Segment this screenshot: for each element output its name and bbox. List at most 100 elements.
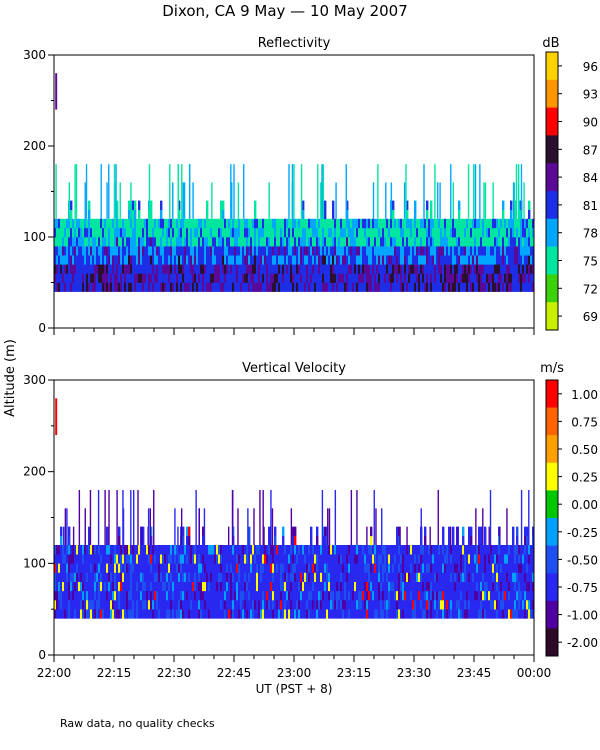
echo-cell	[530, 282, 533, 292]
echo-cell	[380, 227, 383, 238]
echo-cell	[484, 581, 487, 592]
echo-cell	[530, 581, 533, 592]
echo-cell	[170, 600, 173, 610]
echo-cell	[70, 581, 73, 592]
echo-cell	[104, 227, 107, 238]
echo-cell	[478, 554, 481, 564]
echo-cell	[120, 227, 123, 238]
echo-cell	[128, 590, 131, 601]
echo-cell	[66, 600, 69, 610]
echo-cell	[230, 563, 233, 573]
echo-cell	[468, 282, 471, 292]
echo-cell	[70, 545, 73, 555]
echo-cell	[530, 273, 533, 283]
echo-cell	[434, 218, 437, 229]
echo-cell	[366, 246, 369, 256]
echo-cell	[226, 600, 229, 610]
echo-cell	[308, 545, 311, 555]
echo-cell	[170, 563, 173, 573]
echo-cell	[96, 246, 99, 256]
echo-cell	[492, 282, 495, 292]
echo-cell	[346, 600, 349, 610]
echo-cell	[520, 227, 523, 238]
echo-cell	[130, 218, 133, 229]
echo-cell	[348, 581, 351, 592]
echo-cell	[506, 246, 509, 256]
echo-cell	[352, 282, 355, 292]
echo-cell	[498, 590, 501, 601]
echo-cell	[458, 554, 461, 564]
echo-cell	[344, 273, 347, 283]
echo-cell	[226, 282, 229, 292]
echo-cell	[152, 237, 155, 247]
echo-cell	[266, 609, 269, 619]
echo-cell	[476, 237, 479, 247]
echo-cell	[262, 264, 265, 274]
echo-cell	[132, 572, 135, 582]
echo-cell	[184, 609, 187, 619]
echo-cell	[488, 246, 491, 256]
echo-cell	[360, 237, 363, 247]
echo-cell	[392, 563, 395, 573]
echo-cell	[264, 237, 267, 247]
echo-cell	[276, 609, 279, 619]
echo-cell	[150, 237, 153, 247]
echo-cell	[142, 535, 145, 546]
echo-cell	[356, 237, 359, 247]
echo-cell	[140, 246, 143, 256]
echo-cell	[326, 246, 329, 256]
echo-cell	[260, 572, 263, 582]
echo-cell	[316, 554, 319, 564]
echo-cell	[346, 545, 349, 555]
echo-cell	[276, 545, 279, 555]
echo-cell	[218, 246, 221, 256]
x-tick-label: 22:15	[97, 666, 132, 680]
echo-cell	[358, 554, 361, 564]
echo-cell	[434, 246, 437, 256]
echo-cell	[274, 535, 277, 546]
echo-cell	[520, 218, 523, 229]
echo-cell	[192, 273, 195, 283]
echo-cell	[232, 255, 235, 265]
echo-cell	[448, 545, 451, 555]
echo-cell	[72, 218, 75, 229]
echo-cell	[448, 526, 451, 537]
echo-cell	[408, 600, 411, 610]
echo-cell	[446, 554, 449, 564]
echo-cell	[64, 237, 67, 247]
echo-cell	[322, 264, 325, 274]
echo-cell	[286, 255, 289, 265]
echo-cell	[296, 237, 299, 247]
echo-cell	[252, 237, 255, 247]
echo-cell	[166, 273, 169, 283]
echo-cell	[154, 273, 157, 283]
echo-cell	[410, 545, 413, 555]
echo-cell	[56, 246, 59, 256]
echo-cell	[78, 282, 81, 292]
echo-cell	[194, 237, 197, 247]
echo-cell	[306, 218, 309, 229]
echo-cell	[478, 273, 481, 283]
echo-cell	[128, 545, 131, 555]
echo-cell	[364, 273, 367, 283]
echo-cell	[342, 237, 345, 247]
echo-cell	[366, 218, 369, 229]
echo-cell	[378, 255, 381, 265]
echo-cell	[482, 590, 485, 601]
echo-cell	[440, 227, 443, 238]
echo-cell	[100, 572, 103, 582]
echo-cell	[192, 246, 195, 256]
echo-cell	[190, 581, 193, 592]
echo-cell	[406, 255, 409, 265]
echo-cell	[232, 554, 235, 564]
echo-cell	[456, 264, 459, 274]
echo-cell	[382, 227, 385, 238]
echo-cell	[378, 218, 381, 229]
echo-cell	[248, 572, 251, 582]
echo-cell	[304, 600, 307, 610]
echo-cell	[198, 572, 201, 582]
echo-cell	[502, 600, 505, 610]
echo-cell	[332, 563, 335, 573]
echo-cell	[196, 572, 199, 582]
